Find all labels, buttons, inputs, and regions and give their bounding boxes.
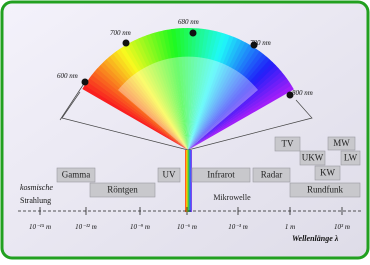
band-label: Rundfunk: [307, 185, 344, 195]
wavelength-label: 600 nm: [57, 72, 78, 80]
tick-label: 10⁻¹² m: [75, 223, 97, 231]
note: Strahlung: [20, 196, 51, 205]
tick-label: 10⁻⁶ m: [177, 223, 197, 231]
diagram: kosmische Strahlung Mikrowelle Wellenlän…: [0, 0, 370, 260]
marker-dot: [190, 30, 197, 37]
band-label: Röntgen: [107, 185, 138, 195]
wavelength-label: 780 nm: [250, 39, 271, 47]
wavelength-label: 800 nm: [292, 89, 313, 97]
band-label: UV: [163, 170, 176, 180]
band-label: MW: [333, 138, 350, 148]
band-label: Infrarot: [207, 170, 235, 180]
tick-label: 10⁻¹⁵ m: [29, 223, 51, 231]
band-label: Gamma: [62, 170, 91, 180]
marker-dot: [82, 79, 89, 86]
marker-dot: [123, 40, 130, 47]
band-label: Radar: [261, 170, 283, 180]
note: kosmische: [20, 183, 53, 192]
wavelength-label: 700 nm: [110, 29, 131, 37]
page: {"wavelength_labels": ["600 nm", "700 nm…: [0, 0, 370, 260]
band-label: TV: [282, 139, 294, 149]
tick-label: 10⁻⁹ m: [130, 223, 150, 231]
band-label: KW: [320, 168, 335, 178]
tick-label: 1 m: [285, 223, 295, 231]
wavelength-label: 680 nm: [178, 18, 199, 26]
tick-label: 10³ m: [334, 223, 350, 231]
note: Mikrowelle: [213, 193, 251, 202]
axis-title: Wellenlänge λ: [292, 234, 339, 243]
tick-label: 10⁻³ m: [228, 223, 248, 231]
band-label: LW: [344, 153, 358, 163]
spectrum-strip: [185, 150, 192, 212]
band-label: UKW: [302, 153, 324, 163]
